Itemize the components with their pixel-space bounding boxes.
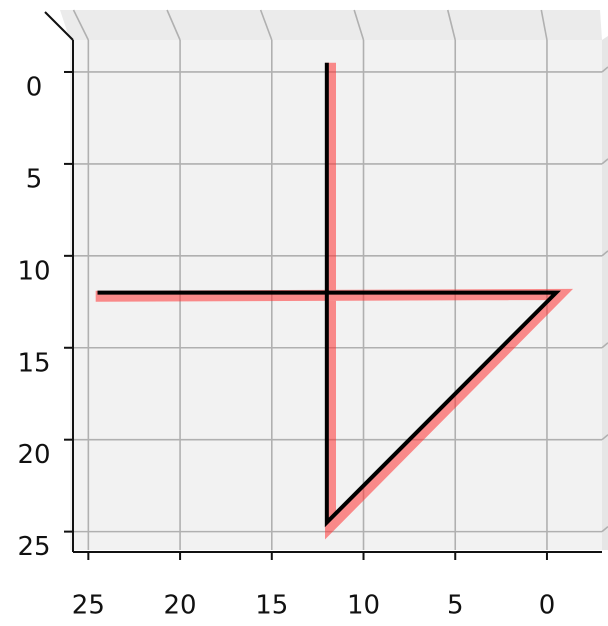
x-tick-label: 15 (255, 591, 288, 621)
x-tick-label: 25 (72, 591, 105, 621)
grid-line (601, 158, 608, 165)
grid-line (601, 525, 608, 533)
x-tick-label: 20 (164, 591, 197, 621)
x-tick-label: 0 (539, 591, 556, 621)
grid-line (601, 66, 608, 73)
y-tick-label: 5 (26, 164, 43, 194)
grid-line (601, 250, 608, 257)
grid-line (601, 342, 608, 349)
y-tick-label: 0 (26, 72, 43, 102)
grid-line (72, 9, 90, 41)
marks (95, 62, 574, 540)
pane-side (602, 36, 608, 550)
grid-line (353, 9, 365, 41)
grid-line (446, 9, 457, 41)
y-tick-label: 10 (17, 256, 50, 286)
y-tick-label: 15 (17, 348, 50, 378)
grid-line (601, 434, 608, 441)
line (97, 62, 561, 528)
grid-line (540, 9, 548, 41)
y-tick-label: 20 (17, 440, 50, 470)
y-tick-label: 25 (17, 532, 50, 562)
x-tick-label: 5 (447, 591, 464, 621)
y-axis-end (44, 11, 74, 41)
pane-top (60, 10, 602, 40)
grid-line (166, 9, 181, 41)
grid-line (259, 9, 273, 41)
x-tick-label: 10 (347, 591, 380, 621)
